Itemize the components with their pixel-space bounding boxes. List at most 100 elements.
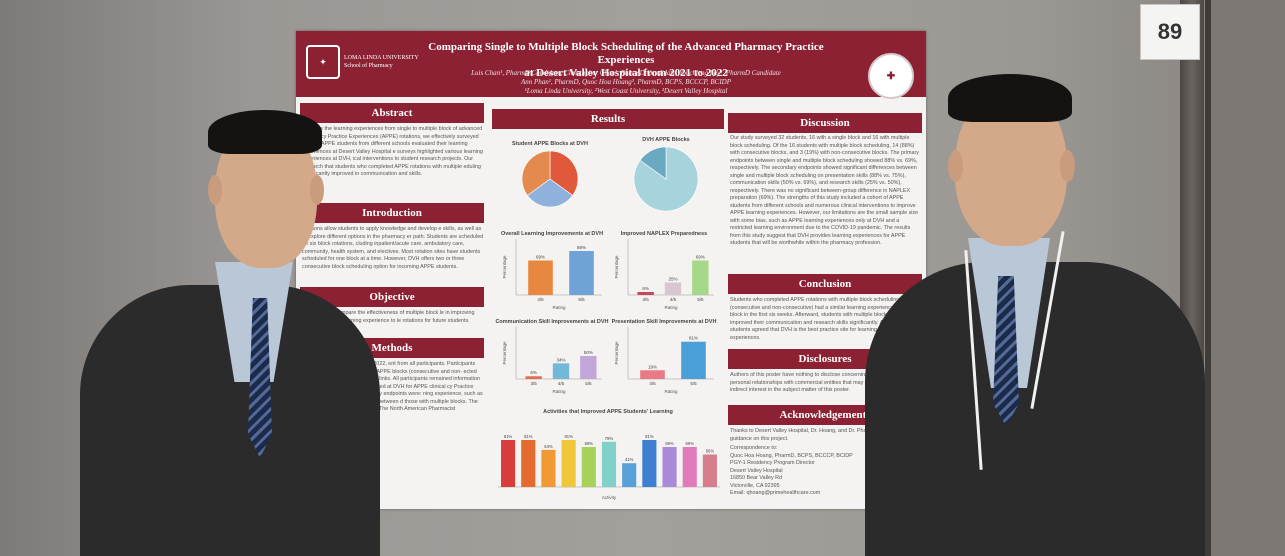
university-name: LOMA LINDA UNIVERSITY xyxy=(344,55,419,61)
communication-value-2: 50% xyxy=(584,350,593,355)
title-line-2: at Desert Valley Hospital from 2021 to 2… xyxy=(524,67,728,79)
activity-bar-5 xyxy=(601,441,617,487)
title-line-1: Comparing Single to Multiple Block Sched… xyxy=(428,41,824,66)
overall-learning-value-1: 88% xyxy=(577,245,586,250)
communication-tick-2: 5/5 xyxy=(585,381,592,386)
communication-title: Communication Skill Improvements at DVH xyxy=(495,319,608,325)
authors-line-2: Ann Phan¹, PharmD, Quoc Hoa Hoang³, Phar… xyxy=(521,78,731,86)
left-hair xyxy=(208,110,322,154)
overall-learning-value-0: 69% xyxy=(536,255,545,260)
pie-dvh-blocks-title: DVH APPE Blocks xyxy=(642,137,689,143)
activity-value-3: 81% xyxy=(564,434,573,439)
presentation-title: Presentation Skill Improvements at DVH xyxy=(612,319,717,325)
results-charts: Student APPE Blocks at DVH DVH APPE Block… xyxy=(495,137,720,500)
correspondence-text: Correspondence to: Quoc Hoa Hoang, Pharm… xyxy=(730,445,853,496)
left-ear-1 xyxy=(208,175,222,205)
communication-bar-0 xyxy=(525,376,542,379)
activity-value-4: 69% xyxy=(585,441,594,446)
discussion-header: Discussion xyxy=(728,113,922,133)
naplex-value-0: 6% xyxy=(642,286,649,291)
conclusion-header: Conclusion xyxy=(728,274,922,294)
activity-bar-1 xyxy=(521,440,536,487)
activity-value-1: 81% xyxy=(524,434,533,439)
communication-value-0: 6% xyxy=(530,370,537,375)
abstract-text: compare the learning experiences from si… xyxy=(302,126,483,177)
activity-bar-8 xyxy=(662,446,677,487)
overall-learning-tick-1: 5/5 xyxy=(578,297,585,302)
activity-bar-0 xyxy=(501,440,516,487)
right-tie xyxy=(993,276,1019,426)
school-name: School of Pharmacy xyxy=(344,63,393,69)
naplex-value-1: 25% xyxy=(668,277,677,282)
crest-icon: ✦ xyxy=(306,45,340,79)
naplex-bar-2 xyxy=(692,260,709,295)
display-panel-edge xyxy=(1205,0,1285,556)
naplex-bar-0 xyxy=(637,292,654,295)
university-logo: ✦ LOMA LINDA UNIVERSITY School of Pharma… xyxy=(306,45,419,79)
overall-learning-bar-1 xyxy=(569,251,594,295)
activity-value-9: 69% xyxy=(686,441,695,446)
naplex-xlabel: Rating xyxy=(664,305,678,310)
communication-xlabel: Rating xyxy=(552,389,566,394)
naplex-bar-1 xyxy=(664,282,682,295)
activity-bar-10 xyxy=(702,454,717,487)
activity-bar-4 xyxy=(581,446,596,487)
communication-tick-0: 3/5 xyxy=(531,381,538,386)
activity-value-8: 69% xyxy=(665,441,674,446)
disclosures-text: Authors of this poster have nothing to d… xyxy=(730,372,917,393)
discussion-text: Our study surveyed 32 students, 16 with … xyxy=(730,135,919,246)
naplex-ylabel: Percentage xyxy=(614,255,619,279)
presentation-value-0: 19% xyxy=(648,364,657,369)
naplex-tick-1: 4/5 xyxy=(670,297,677,302)
right-ear-2 xyxy=(1060,150,1075,182)
research-poster: ✦ LOMA LINDA UNIVERSITY School of Pharma… xyxy=(296,31,926,509)
affiliations: ¹Loma Linda University, ²West Coast Univ… xyxy=(524,87,728,95)
activity-bar-3 xyxy=(561,440,576,487)
left-tie xyxy=(248,298,272,458)
activities-title: Activities that Improved APPE Students' … xyxy=(543,409,673,415)
presentation-ylabel: Percentage xyxy=(614,341,619,365)
pie-dvh-blocks-slice-1 xyxy=(639,146,667,180)
overall-learning-bar-0 xyxy=(528,260,553,295)
activity-bar-7 xyxy=(642,440,657,487)
presentation-xlabel: Rating xyxy=(664,389,678,394)
overall-learning-xlabel: Rating xyxy=(552,305,566,310)
naplex-tick-0: 3/5 xyxy=(643,297,650,302)
introduction-header: Introduction xyxy=(300,203,484,223)
presentation-tick-1: 5/5 xyxy=(690,381,697,386)
introduction-text: rotations allow students to apply knowle… xyxy=(302,226,484,270)
objective-header: Objective xyxy=(300,287,484,307)
activity-value-7: 81% xyxy=(645,434,654,439)
objective-text: study aims to compare the effectiveness … xyxy=(302,310,475,324)
abstract-header: Abstract xyxy=(300,103,484,123)
activities-xlabel: Activity xyxy=(602,495,617,500)
activity-bar-6 xyxy=(622,463,637,487)
overall-learning-title: Overall Learning Improvements at DVH xyxy=(501,231,603,237)
presentation-tick-0: 4/5 xyxy=(649,381,656,386)
pie-student-blocks-slice-2 xyxy=(521,150,551,196)
communication-bar-2 xyxy=(580,356,597,379)
poster-header: ✦ LOMA LINDA UNIVERSITY School of Pharma… xyxy=(296,31,926,99)
pie-student-blocks-slice-1 xyxy=(526,178,574,208)
activity-bar-9 xyxy=(682,446,697,487)
activity-value-0: 81% xyxy=(504,434,513,439)
activity-value-2: 64% xyxy=(544,444,553,449)
activity-value-6: 41% xyxy=(625,457,634,462)
presentation-bar-1 xyxy=(681,341,706,379)
authors-line-1: Luis Chan¹, PharmD Candidate, Christophe… xyxy=(471,69,781,77)
communication-tick-1: 4/5 xyxy=(558,381,565,386)
overall-learning-tick-0: 4/5 xyxy=(537,297,544,302)
conclusion-text: Students who completed APPE rotations wi… xyxy=(730,297,920,341)
activity-bar-2 xyxy=(541,449,556,487)
acknowledgements-text: Thanks to Desert Valley Hospital, Dr. Ho… xyxy=(730,428,917,442)
hospital-seal-icon: ✚ xyxy=(868,53,914,99)
communication-ylabel: Percentage xyxy=(502,341,507,365)
communication-bar-1 xyxy=(552,363,570,379)
activity-value-10: 56% xyxy=(706,449,715,454)
activity-value-5: 78% xyxy=(605,436,614,441)
naplex-tick-2: 5/5 xyxy=(697,297,704,302)
pie-student-blocks-title: Student APPE Blocks at DVH xyxy=(512,141,588,147)
right-hair xyxy=(948,74,1072,122)
pie-student-blocks-slice-0 xyxy=(549,150,579,196)
